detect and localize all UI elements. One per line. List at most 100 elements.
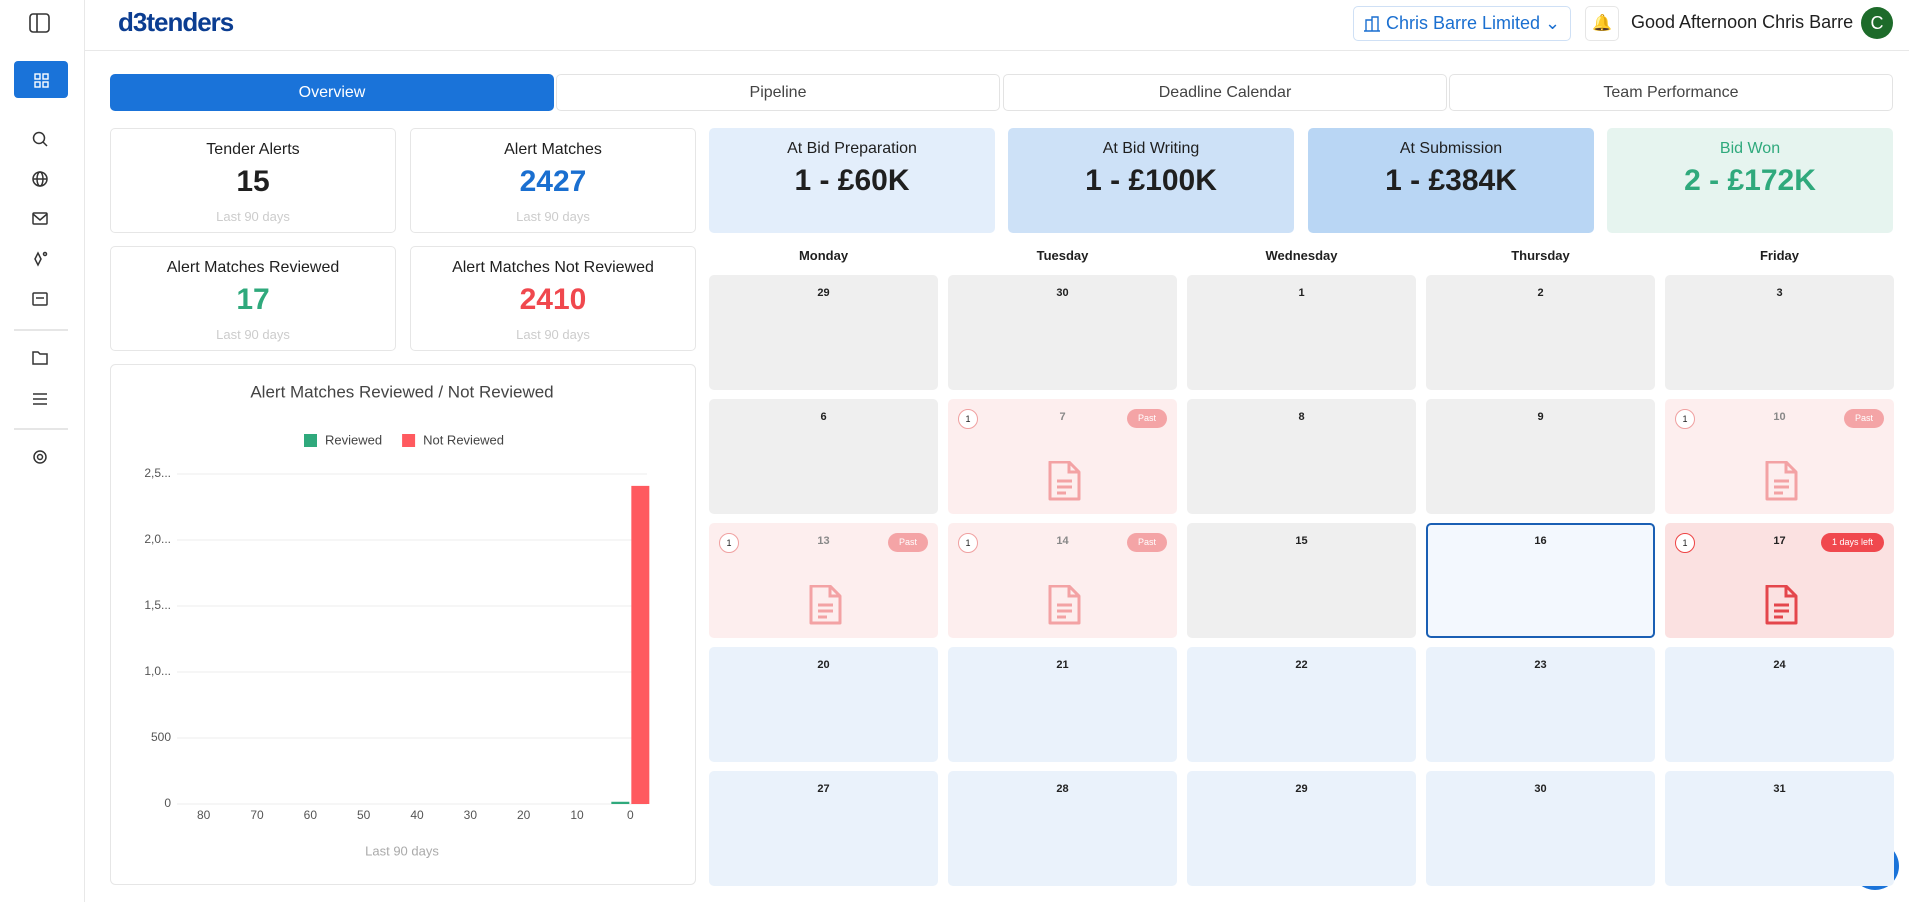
calendar-day[interactable]: 23 [1426, 647, 1655, 762]
tab[interactable]: Team Performance [1449, 74, 1893, 111]
day-number: 1 [1298, 287, 1305, 299]
stat-value: 2410 [519, 283, 587, 316]
document-icon [1765, 585, 1798, 625]
calendar-day[interactable]: 28 [948, 771, 1177, 886]
calendar-day[interactable]: 13 1 Past [709, 523, 938, 638]
calendar-day[interactable]: 15 [1187, 523, 1416, 638]
day-number: 6 [820, 411, 827, 423]
legend-label: Not Reviewed [423, 432, 504, 447]
stat-card: Tender Alerts 15 Last 90 days [110, 128, 396, 233]
x-tick-label: 80 [197, 808, 211, 822]
pipeline-title: Bid Won [1719, 140, 1781, 157]
tab[interactable]: Pipeline [556, 74, 1000, 111]
calendar-day[interactable]: 9 [1426, 399, 1655, 514]
pipeline-card[interactable]: At Bid Preparation 1 - £60K [709, 128, 995, 233]
calendar-day[interactable]: 29 [1187, 771, 1416, 886]
notifications[interactable]: 🔔 [1585, 6, 1619, 41]
calendar-day[interactable]: 21 [948, 647, 1177, 762]
company-name: Chris Barre Limited [1386, 13, 1541, 33]
y-tick-label: 0 [164, 796, 171, 810]
calendar-day[interactable]: 14 1 Past [948, 523, 1177, 638]
calendar-day[interactable]: 29 [709, 275, 938, 390]
x-tick-label: 20 [517, 808, 531, 822]
stat-value: 2427 [519, 165, 587, 198]
x-tick-label: 30 [464, 808, 478, 822]
x-tick-label: 60 [304, 808, 318, 822]
chart-panel [110, 364, 696, 885]
topbar [85, 0, 1909, 51]
calendar-day[interactable]: 8 [1187, 399, 1416, 514]
calendar-day[interactable]: 6 [709, 399, 938, 514]
pipeline-title: At Submission [1399, 140, 1503, 157]
day-number: 3 [1776, 287, 1783, 299]
day-number: 30 [1534, 783, 1547, 795]
weekday: Monday [798, 248, 849, 263]
calendar-day[interactable]: 3 [1665, 275, 1894, 390]
calendar-day[interactable]: 24 [1665, 647, 1894, 762]
stat-card: Alert Matches 2427 Last 90 days [410, 128, 696, 233]
calendar-day[interactable]: 30 [1426, 771, 1655, 886]
day-number: 29 [817, 287, 830, 299]
day-number: 20 [817, 659, 830, 671]
stat-value: 15 [236, 165, 270, 198]
tender-count: 1 [958, 533, 978, 553]
y-tick-label: 2,0... [144, 532, 171, 546]
stat-caption: Last 90 days [216, 209, 290, 224]
chart: Alert Matches Reviewed / Not Reviewed La… [110, 364, 696, 885]
day-number: 21 [1056, 659, 1069, 671]
avatar[interactable]: C [1861, 7, 1893, 39]
sidebar [0, 0, 85, 902]
weekday: Thursday [1511, 248, 1570, 263]
calendar-day[interactable]: 27 [709, 771, 938, 886]
logo[interactable]: d3tenders [118, 7, 234, 37]
pipeline-title: At Bid Preparation [787, 140, 917, 157]
pipeline-card[interactable]: At Submission 1 - £384K [1308, 128, 1594, 233]
y-tick-label: 500 [151, 730, 171, 744]
pipeline-card[interactable]: Bid Won 2 - £172K [1607, 128, 1893, 233]
x-tick-label: 50 [357, 808, 371, 822]
day-number: 2 [1537, 287, 1544, 299]
calendar-day[interactable]: 10 1 Past [1665, 399, 1894, 514]
stat-title: Tender Alerts [206, 141, 300, 158]
calendar-day[interactable]: 30 [948, 275, 1177, 390]
tab[interactable]: Overview [110, 74, 554, 111]
stat-card: Alert Matches Reviewed 17 Last 90 days [110, 246, 396, 351]
bar [611, 801, 630, 804]
pipeline-value: 1 - £384K [1385, 164, 1517, 197]
day-number: 9 [1537, 411, 1544, 423]
deadline-badge: Past [1126, 533, 1167, 552]
calendar-day[interactable]: 16 [1426, 523, 1655, 638]
calendar-day[interactable]: 7 1 Past [948, 399, 1177, 514]
company-select[interactable]: Chris Barre Limited ⌄ [1353, 6, 1571, 41]
tab[interactable]: Deadline Calendar [1003, 74, 1447, 111]
deadline-badge: Past [887, 533, 928, 552]
day-number: 22 [1295, 659, 1308, 671]
day-number: 14 [1056, 535, 1069, 547]
calendar-day[interactable]: 20 [709, 647, 938, 762]
calendar-day[interactable]: 17 1 1 days left [1665, 523, 1894, 638]
pipeline-card[interactable]: At Bid Writing 1 - £100K [1008, 128, 1294, 233]
document-icon [1048, 585, 1081, 625]
x-tick-label: 40 [410, 808, 424, 822]
deadline-badge: Past [1126, 409, 1167, 428]
document-icon [1048, 461, 1081, 501]
calendar-day[interactable]: 22 [1187, 647, 1416, 762]
stat-title: Alert Matches [504, 141, 602, 158]
document-icon [809, 585, 842, 625]
calendar-day[interactable]: 1 [1187, 275, 1416, 390]
legend-swatch [304, 434, 317, 447]
day-number: 28 [1056, 783, 1069, 795]
day-number: 29 [1295, 783, 1308, 795]
stat-title: Alert Matches Reviewed [166, 259, 340, 276]
pipeline-value: 1 - £100K [1085, 164, 1217, 197]
x-tick-label: 10 [570, 808, 584, 822]
day-number: 23 [1534, 659, 1547, 671]
y-tick-label: 1,5... [144, 598, 171, 612]
chart-title: Alert Matches Reviewed / Not Reviewed [250, 382, 553, 401]
calendar-day[interactable]: 31 [1665, 771, 1894, 886]
day-number: 15 [1295, 535, 1308, 547]
calendar-day[interactable]: 2 [1426, 275, 1655, 390]
tender-count: 1 [1675, 409, 1695, 429]
sidebar-icons [14, 13, 68, 464]
stat-card: Alert Matches Not Reviewed 2410 Last 90 da… [410, 246, 696, 351]
